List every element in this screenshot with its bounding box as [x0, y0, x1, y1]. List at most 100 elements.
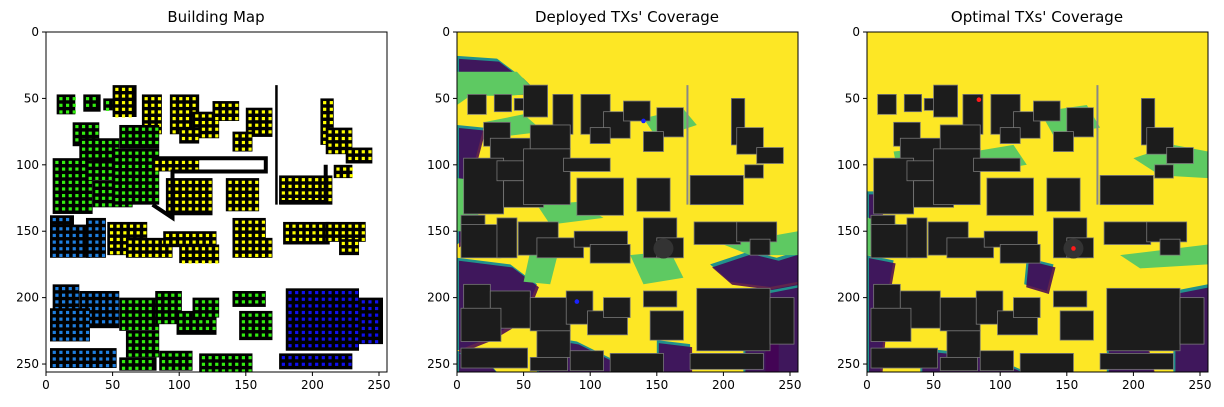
room-cell: [81, 200, 86, 204]
room-cell: [171, 300, 175, 304]
room-cell: [321, 317, 325, 321]
room-cell: [285, 237, 289, 242]
room-cell: [301, 356, 305, 360]
room-cell: [88, 200, 92, 204]
room-cell: [59, 247, 63, 251]
x-tick-label: 50: [105, 378, 120, 392]
room-cell: [115, 171, 119, 175]
building-footprint: [939, 356, 978, 372]
room-cell: [185, 233, 190, 238]
room-cell: [188, 247, 192, 251]
room-cell: [201, 369, 206, 372]
x-tick-label: 200: [712, 378, 735, 392]
room-cell: [341, 356, 345, 360]
room-cell: [81, 174, 86, 178]
room-cell: [181, 130, 186, 134]
x-tick-label: 250: [368, 378, 391, 392]
room-cell: [292, 237, 296, 242]
room-cell: [81, 300, 86, 304]
room-cell: [195, 167, 199, 171]
room-cell: [88, 320, 92, 324]
room-cell: [88, 124, 92, 129]
room-cell: [248, 253, 252, 257]
room-cell: [171, 293, 175, 297]
room-cell: [361, 313, 365, 317]
room-cell: [101, 233, 106, 238]
room-cell: [315, 324, 319, 328]
room-cell: [109, 244, 114, 248]
room-cell: [151, 110, 155, 114]
x-tick-label: 150: [1055, 378, 1078, 392]
room-cell: [65, 364, 70, 368]
room-cell: [301, 337, 305, 341]
building-footprint: [589, 127, 611, 144]
building-footprint: [939, 297, 981, 332]
room-cell: [228, 200, 232, 204]
room-cell: [241, 369, 246, 372]
building-footprint: [1099, 353, 1174, 370]
room-cell: [81, 180, 86, 184]
room-cell: [323, 107, 327, 111]
room-cell: [321, 191, 325, 195]
room-cell: [128, 198, 132, 202]
room-cell: [81, 154, 86, 158]
room-cell: [164, 313, 168, 317]
room-cell: [155, 167, 159, 171]
room-cell: [95, 203, 99, 207]
room-cell: [168, 360, 172, 364]
building-footprint: [529, 356, 568, 372]
room-cell: [65, 337, 70, 341]
room-cell: [248, 147, 252, 151]
room-cell: [157, 313, 162, 317]
room-cell: [88, 207, 92, 211]
room-cell: [115, 94, 119, 98]
building-footprint: [460, 224, 502, 259]
room-cell: [88, 140, 92, 145]
room-cell: [248, 117, 252, 121]
building-footprint: [199, 353, 253, 372]
room-cell: [155, 333, 159, 337]
room-cell: [355, 317, 359, 321]
room-cell: [128, 346, 132, 350]
room-cell: [201, 120, 206, 125]
room-cell: [75, 207, 79, 211]
building-footprint: [749, 238, 771, 256]
room-cell: [348, 241, 352, 246]
chart-title: Optimal TXs' Coverage: [950, 8, 1124, 26]
room-cell: [148, 253, 152, 257]
room-cell: [157, 300, 162, 304]
room-cell: [208, 114, 212, 118]
room-cell: [208, 306, 212, 311]
room-cell: [241, 187, 246, 191]
room-cell: [361, 320, 365, 324]
room-cell: [175, 200, 179, 204]
room-cell: [308, 337, 312, 341]
room-cell: [301, 304, 305, 308]
room-cell: [108, 140, 112, 145]
building-footprint: [636, 177, 671, 212]
room-cell: [72, 337, 76, 341]
room-cell: [175, 353, 179, 357]
room-cell: [212, 240, 216, 244]
room-cell: [68, 180, 72, 184]
room-cell: [144, 97, 148, 101]
room-cell: [341, 362, 345, 366]
room-cell: [128, 366, 132, 370]
room-cell: [128, 191, 132, 195]
room-cell: [101, 196, 106, 200]
room-cell: [248, 369, 252, 372]
room-cell: [95, 300, 99, 304]
room-cell: [128, 164, 132, 169]
room-cell: [348, 344, 352, 348]
room-cell: [315, 317, 319, 321]
room-cell: [328, 317, 332, 321]
room-cell: [164, 320, 168, 324]
room-cell: [101, 183, 106, 187]
room-cell: [135, 171, 139, 175]
room-cell: [148, 300, 152, 304]
room-cell: [141, 151, 146, 155]
room-cell: [121, 198, 126, 202]
y-tick-label: 200: [16, 291, 39, 305]
room-cell: [268, 110, 272, 114]
room-cell: [308, 297, 312, 301]
